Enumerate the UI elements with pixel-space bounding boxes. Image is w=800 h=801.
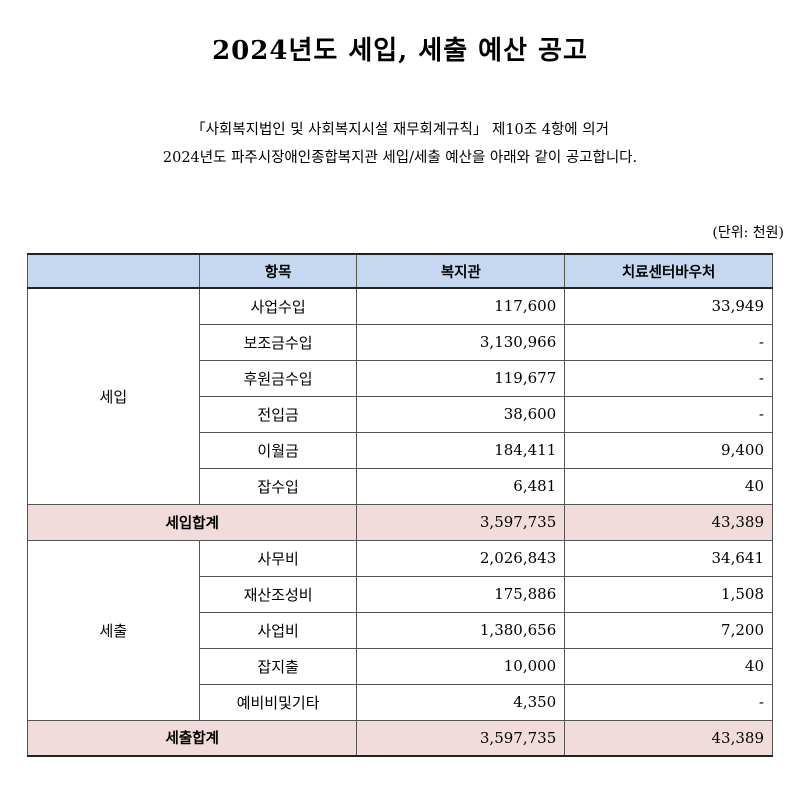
row-voucher-value: - (564, 323, 773, 361)
row-welfare-value: 38,600 (356, 395, 566, 433)
row-item: 전입금 (198, 395, 358, 433)
row-voucher-value: 34,641 (564, 539, 773, 577)
table-row: 보조금수입 3,130,966 - (28, 323, 773, 361)
row-welfare-value: 6,481 (356, 467, 566, 505)
row-item: 예비비및기타 (198, 683, 358, 721)
table-row: 세입 사업수입 117,600 33,949 (27, 287, 773, 505)
row-item: 후원금수입 (198, 359, 358, 397)
row-voucher-value: 40 (564, 647, 773, 685)
expenditure-total-welfare: 3,597,735 (356, 719, 566, 757)
row-welfare-value: 119,677 (356, 359, 566, 397)
row-voucher-value: 33,949 (564, 287, 773, 325)
row-voucher-value: - (564, 359, 773, 397)
unit-note: (단위: 천원) (712, 225, 784, 241)
header-item: 항목 (198, 253, 358, 289)
row-item: 사업수입 (198, 287, 358, 325)
header-blank (27, 253, 200, 289)
expenditure-total-row: 세출합계 3,597,735 43,389 (26, 719, 773, 757)
row-item: 잡수입 (198, 467, 358, 505)
table-row: 이월금 184,411 9,400 (28, 431, 773, 469)
table-row: 재산조성비 175,886 1,508 (28, 575, 773, 613)
expenditure-total-voucher: 43,389 (564, 719, 773, 757)
table-row: 사업비 1,380,656 7,200 (28, 611, 773, 649)
row-voucher-value: 7,200 (564, 611, 773, 649)
row-welfare-value: 1,380,656 (356, 611, 566, 649)
revenue-total-voucher: 43,389 (564, 503, 773, 541)
row-welfare-value: 10,000 (356, 647, 566, 685)
table-row: 잡지출 10,000 40 (28, 647, 773, 685)
revenue-total-row: 세입합계 3,597,735 43,389 (26, 503, 773, 541)
row-welfare-value: 117,600 (356, 287, 566, 325)
row-item: 사업비 (198, 611, 358, 649)
row-item: 보조금수입 (198, 323, 358, 361)
row-item: 재산조성비 (198, 575, 358, 613)
revenue-total-welfare: 3,597,735 (356, 503, 566, 541)
row-voucher-value: - (564, 395, 773, 433)
table-row: 전입금 38,600 - (28, 395, 773, 433)
row-welfare-value: 4,350 (356, 683, 566, 721)
expenditure-total-label: 세출합계 (26, 719, 358, 757)
row-welfare-value: 175,886 (356, 575, 566, 613)
expenditure-group-label: 세출 (27, 539, 200, 721)
row-voucher-value: 40 (564, 467, 773, 505)
table-header-row: 항목 복지관 치료센터바우처 (27, 253, 773, 289)
header-therapy-voucher: 치료센터바우처 (564, 253, 773, 289)
row-voucher-value: 1,508 (564, 575, 773, 613)
row-voucher-value: 9,400 (564, 431, 773, 469)
row-item: 사무비 (198, 539, 358, 577)
row-item: 이월금 (198, 431, 358, 469)
row-welfare-value: 2,026,843 (356, 539, 566, 577)
row-welfare-value: 3,130,966 (356, 323, 566, 361)
table-row: 세출 사무비 2,026,843 34,641 (27, 539, 773, 721)
table-row: 잡수입 6,481 40 (28, 467, 773, 505)
row-voucher-value: - (564, 683, 773, 721)
revenue-group-label: 세입 (27, 287, 200, 505)
row-item: 잡지출 (198, 647, 358, 685)
intro-line-1: 「사회복지법인 및 사회복지시설 재무회계규칙」 제10조 4항에 의거 (191, 122, 609, 138)
row-welfare-value: 184,411 (356, 431, 566, 469)
page-title: 2024년도 세입, 세출 예산 공고 (212, 36, 588, 66)
revenue-total-label: 세입합계 (26, 503, 358, 541)
header-welfare-center: 복지관 (356, 253, 566, 289)
budget-table: 항목 복지관 치료센터바우처 세입 사업수입 117,600 33,949 보조… (26, 253, 773, 757)
intro-line-2: 2024년도 파주시장애인종합복지관 세입/세출 예산을 아래와 같이 공고합니… (162, 150, 638, 166)
